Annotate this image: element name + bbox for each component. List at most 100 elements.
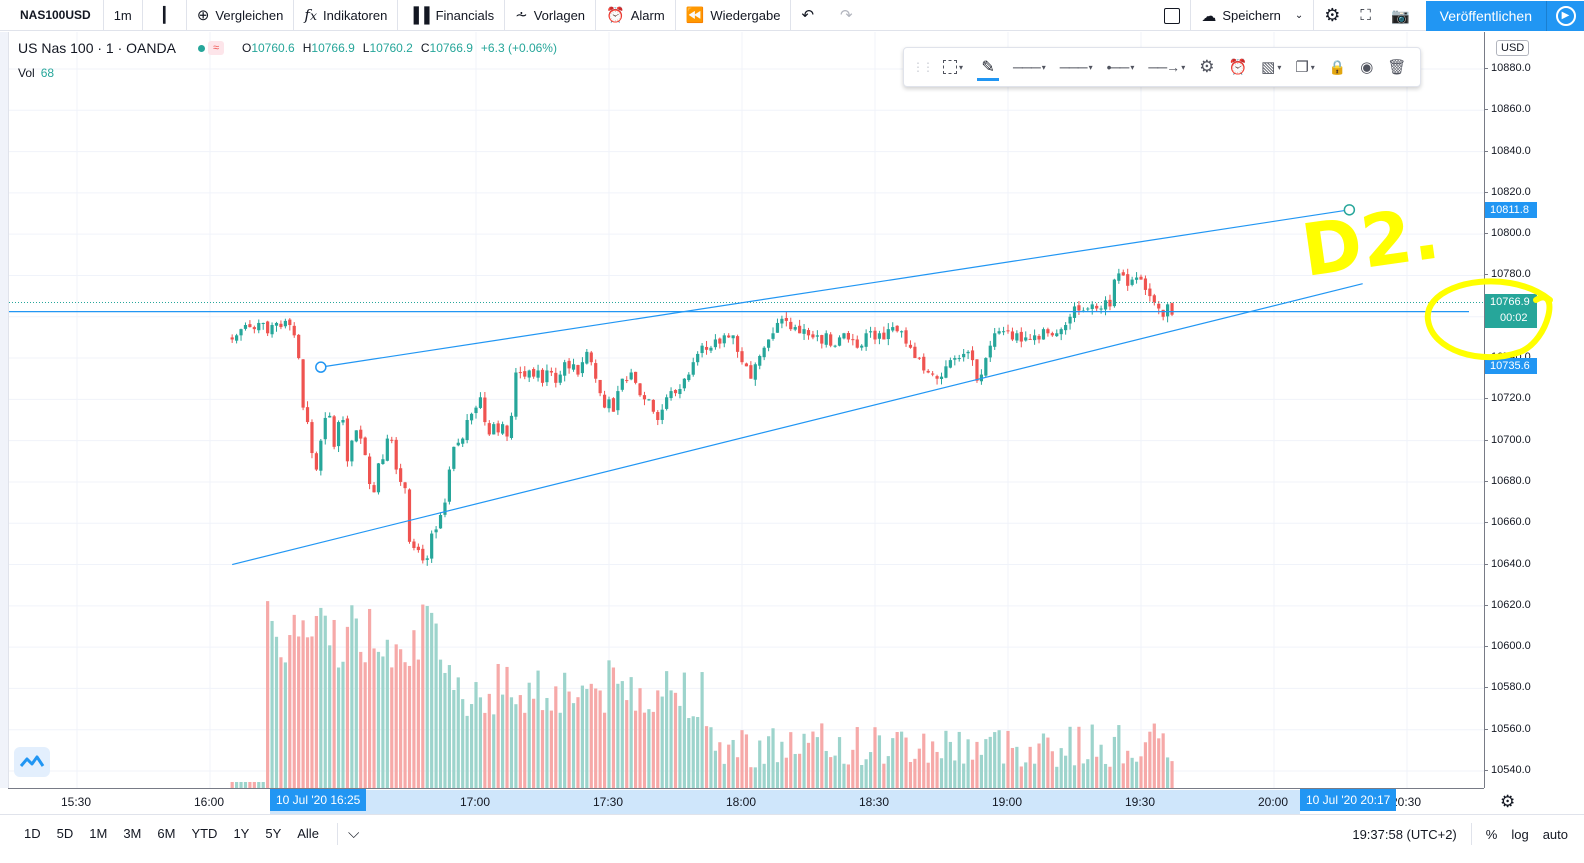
time-axis[interactable]: 15:30 16:00 17:00 17:30 18:00 18:30 19:00 19:30… (8, 788, 1484, 814)
range-button[interactable]: 5Y (265, 826, 282, 841)
clock[interactable]: 19:37:58 (UTC+2) (1352, 826, 1457, 842)
chart-type-button[interactable]: ▕▏ (143, 0, 187, 31)
right-end-button[interactable]: ──→ ▾ (1141, 47, 1192, 87)
range-button[interactable]: 6M (157, 826, 176, 841)
undo-icon: ↶ (801, 7, 815, 24)
log-toggle[interactable]: log (1511, 826, 1529, 842)
candle (753, 362, 757, 386)
templates-drawing-button[interactable]: ▾ (936, 47, 970, 87)
candle (509, 412, 514, 440)
candle (469, 412, 474, 425)
play-button[interactable]: ▶ (1546, 0, 1584, 31)
settings-button[interactable]: ⚙ (1314, 0, 1350, 31)
candle (749, 361, 753, 379)
volume-bar (1103, 763, 1108, 788)
volume-bar (394, 644, 398, 788)
gear-icon: ⚙ (1324, 5, 1341, 25)
alert-drawing-button[interactable]: ⏰ (1221, 47, 1254, 87)
top-toolbar: NAS100USD 1m ▕▏ ⊕ Vergleichen fx Indikator… (0, 0, 1584, 31)
range-button[interactable]: 1Y (233, 826, 250, 841)
price-axis[interactable]: 10880.0 10860.0 10840.0 10820.0 10800.0 10780… (1484, 32, 1544, 788)
line-width-button[interactable]: ─── ▾ (1006, 47, 1053, 87)
alert-button[interactable]: ⏰ Alarm (596, 0, 676, 31)
visual-order-button[interactable]: ▧ ▾ (1254, 47, 1288, 87)
volume-bar (563, 672, 567, 788)
snapshot-button[interactable]: 📷 (1381, 0, 1420, 31)
trend-channel[interactable] (232, 204, 1363, 566)
tradingview-logo[interactable] (14, 747, 50, 777)
volume-bar (913, 758, 917, 788)
candle (882, 326, 886, 340)
candle (1130, 276, 1134, 287)
layout-button[interactable] (1154, 0, 1190, 31)
range-button[interactable]: 1M (89, 826, 108, 841)
eye-icon: ◉ (1360, 59, 1374, 76)
candle (1006, 324, 1010, 334)
volume-bar (1086, 759, 1090, 788)
lower-trendline[interactable] (232, 283, 1363, 566)
trendline-end-time-label: 10 Jul '20 20:17 (1300, 789, 1397, 811)
delete-button[interactable]: 🗑 (1380, 47, 1413, 87)
currency-button[interactable]: USD (1496, 40, 1530, 56)
publish-button[interactable]: Veröffentlichen (1425, 0, 1546, 31)
replay-button[interactable]: ⏪ Wiedergabe (676, 0, 792, 31)
go-to-date-icon[interactable]: ⌵ (347, 825, 360, 842)
candle (820, 334, 824, 349)
interval-button[interactable]: 1m (104, 0, 143, 31)
range-button[interactable]: Alle (297, 826, 319, 841)
range-button[interactable]: 3M (123, 826, 142, 841)
left-end-button[interactable]: •── ▾ (1100, 47, 1142, 87)
price-tick-label: 10680.0 (1484, 475, 1545, 487)
range-button[interactable]: 5D (56, 826, 74, 841)
auto-toggle[interactable]: auto (1542, 826, 1568, 842)
compare-button[interactable]: ⊕ Vergleichen (187, 0, 295, 31)
series-legend: US Nas 100 · 1 · OANDA ≈ O10760.6 H10766… (18, 40, 565, 56)
fullscreen-button[interactable]: ⛶ (1350, 0, 1381, 31)
indicators-button[interactable]: fx Indikatoren (294, 0, 399, 31)
trendline-start-handle[interactable] (315, 361, 327, 373)
symbol-search-button[interactable]: NAS100USD (0, 0, 104, 31)
ohlc-close: C10766.9 (420, 41, 473, 55)
volume-bar (656, 690, 660, 788)
redo-button[interactable]: ↷ (830, 0, 869, 31)
financials-button[interactable]: ▐▐ Financials (398, 0, 506, 31)
volume-label[interactable]: Vol (18, 66, 35, 80)
candle (1090, 301, 1094, 315)
volume-bar (496, 663, 500, 788)
save-button[interactable]: ☁ Speichern ⌄ (1190, 0, 1315, 31)
clone-button[interactable]: ❐ ▾ (1288, 47, 1321, 87)
line-solid-icon: ─── (1013, 59, 1041, 75)
symbol-title[interactable]: US Nas 100 · 1 · OANDA (18, 40, 176, 56)
chart-pane[interactable] (8, 32, 1485, 788)
range-button[interactable]: 1D (24, 826, 41, 841)
drag-handle-icon[interactable]: ⋮⋮ (912, 60, 934, 74)
candle (993, 327, 997, 350)
upper-trendline[interactable] (320, 209, 1350, 368)
line-style-button[interactable]: ─── ▾ (1053, 47, 1100, 87)
volume-value: 68 (40, 66, 55, 80)
volume-bar (864, 759, 868, 788)
drawing-settings-button[interactable]: ⚙ (1192, 47, 1221, 87)
hide-button[interactable]: ◉ (1353, 47, 1380, 87)
templates-button[interactable]: ⩪ Vorlagen (505, 0, 597, 31)
candle (793, 324, 797, 332)
range-button[interactable]: YTD (191, 826, 218, 841)
trendline-end-price-label: 10811.8 (1485, 202, 1537, 218)
line-color-button[interactable]: ✎ (970, 47, 1006, 87)
candle (904, 327, 908, 347)
volume-bar (882, 763, 886, 788)
gear-icon[interactable]: ⚙ (1500, 792, 1516, 811)
percent-toggle[interactable]: % (1485, 826, 1498, 842)
volume-bar (651, 711, 655, 788)
trendline-end-handle[interactable] (1343, 204, 1356, 216)
volume-bar (403, 662, 407, 788)
candle (948, 357, 952, 369)
undo-button[interactable]: ↶ (791, 0, 830, 31)
candle (979, 369, 983, 385)
candle (1028, 334, 1032, 340)
volume-bar (594, 688, 598, 788)
lock-button[interactable]: 🔒 (1322, 47, 1353, 87)
volume-bar (602, 712, 607, 788)
candle (248, 320, 252, 328)
chart-canvas[interactable] (9, 32, 1485, 788)
